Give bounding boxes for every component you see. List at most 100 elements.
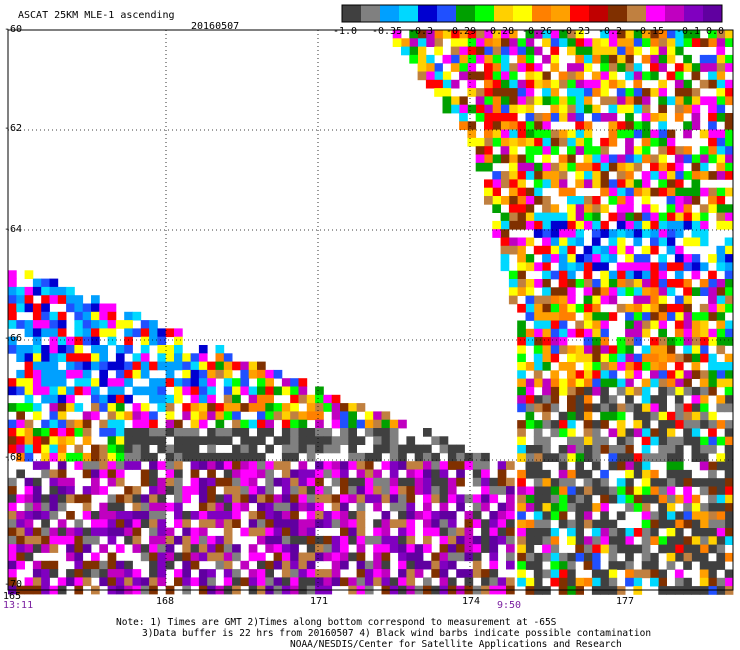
data-cell bbox=[298, 394, 308, 404]
data-cell bbox=[49, 320, 59, 329]
data-cell bbox=[273, 411, 283, 421]
data-cell bbox=[608, 378, 618, 388]
data-cell bbox=[472, 477, 482, 487]
data-cell bbox=[331, 419, 341, 429]
data-cell bbox=[691, 104, 701, 114]
data-cell bbox=[641, 71, 651, 81]
data-cell bbox=[32, 461, 42, 470]
data-cell bbox=[265, 502, 274, 512]
data-cell bbox=[315, 394, 324, 404]
data-cell bbox=[273, 544, 283, 553]
data-cell bbox=[157, 444, 167, 454]
data-cell bbox=[658, 38, 667, 47]
data-cell bbox=[124, 311, 133, 321]
data-cell bbox=[708, 54, 717, 64]
data-cell bbox=[124, 569, 133, 578]
data-cell bbox=[716, 370, 726, 379]
data-cell bbox=[290, 436, 299, 445]
data-cell bbox=[190, 535, 200, 545]
data-cell bbox=[600, 46, 609, 56]
data-cell bbox=[650, 113, 659, 122]
data-cell bbox=[323, 394, 333, 404]
data-cell bbox=[575, 121, 584, 130]
data-cell bbox=[414, 486, 424, 495]
data-cell bbox=[467, 71, 477, 81]
data-cell bbox=[500, 220, 510, 230]
data-cell bbox=[683, 486, 692, 496]
data-cell bbox=[475, 146, 485, 155]
data-cell bbox=[467, 88, 477, 97]
data-cell bbox=[650, 38, 659, 47]
data-cell bbox=[533, 561, 543, 570]
data-cell bbox=[281, 428, 291, 437]
data-cell bbox=[417, 63, 427, 72]
data-cell bbox=[49, 502, 59, 512]
data-cell bbox=[32, 386, 42, 396]
data-cell bbox=[558, 262, 568, 272]
data-cell bbox=[32, 345, 42, 354]
data-cell bbox=[591, 104, 601, 114]
data-cell bbox=[475, 154, 485, 164]
data-cell bbox=[699, 220, 709, 230]
data-cell bbox=[190, 527, 200, 537]
data-cell bbox=[232, 361, 241, 371]
data-cell bbox=[315, 486, 324, 495]
data-cell bbox=[439, 552, 449, 562]
data-cell bbox=[364, 461, 374, 470]
data-cell bbox=[500, 229, 510, 238]
data-cell bbox=[257, 403, 266, 412]
data-cell bbox=[207, 569, 216, 578]
data-cell bbox=[716, 30, 726, 39]
data-cell bbox=[323, 469, 333, 479]
data-cell bbox=[107, 311, 117, 321]
data-cell bbox=[373, 552, 382, 562]
data-cell bbox=[265, 477, 274, 487]
data-cell bbox=[625, 494, 634, 504]
data-cell bbox=[691, 63, 701, 72]
data-cell bbox=[583, 245, 593, 255]
data-cell bbox=[99, 394, 108, 404]
data-cell bbox=[666, 453, 676, 462]
data-cell bbox=[608, 453, 618, 462]
data-cell bbox=[467, 129, 477, 139]
data-cell bbox=[525, 328, 535, 338]
data-cell bbox=[24, 394, 34, 404]
data-cell bbox=[32, 428, 42, 437]
data-cell bbox=[633, 287, 643, 296]
data-cell bbox=[107, 436, 117, 445]
data-cell bbox=[724, 146, 734, 155]
data-cell bbox=[666, 511, 676, 521]
data-cell bbox=[558, 519, 568, 529]
data-cell bbox=[423, 519, 432, 528]
data-cell bbox=[49, 444, 59, 454]
data-cell bbox=[91, 560, 100, 570]
data-cell bbox=[724, 295, 734, 305]
data-cell bbox=[431, 452, 440, 462]
data-cell bbox=[658, 445, 667, 454]
data-cell bbox=[157, 345, 167, 354]
data-cell bbox=[716, 536, 726, 545]
data-cell bbox=[115, 569, 125, 578]
data-cell bbox=[306, 560, 316, 570]
data-cell bbox=[49, 336, 59, 346]
data-cell bbox=[633, 544, 643, 554]
data-cell bbox=[248, 403, 258, 412]
data-cell bbox=[641, 411, 651, 421]
data-cell bbox=[708, 270, 717, 280]
data-cell bbox=[425, 79, 435, 89]
data-cell bbox=[41, 286, 50, 296]
data-cell bbox=[591, 544, 601, 554]
data-cell bbox=[633, 420, 643, 429]
data-cell bbox=[456, 452, 465, 462]
data-cell bbox=[431, 519, 440, 528]
data-cell bbox=[616, 453, 626, 462]
data-cell bbox=[517, 171, 526, 180]
data-cell bbox=[616, 212, 626, 222]
data-cell bbox=[190, 403, 200, 412]
data-cell bbox=[583, 179, 593, 189]
data-cell bbox=[616, 104, 626, 114]
data-cell bbox=[41, 303, 50, 313]
data-cell bbox=[132, 519, 142, 528]
data-cell bbox=[633, 386, 643, 396]
data-cell bbox=[389, 535, 399, 545]
